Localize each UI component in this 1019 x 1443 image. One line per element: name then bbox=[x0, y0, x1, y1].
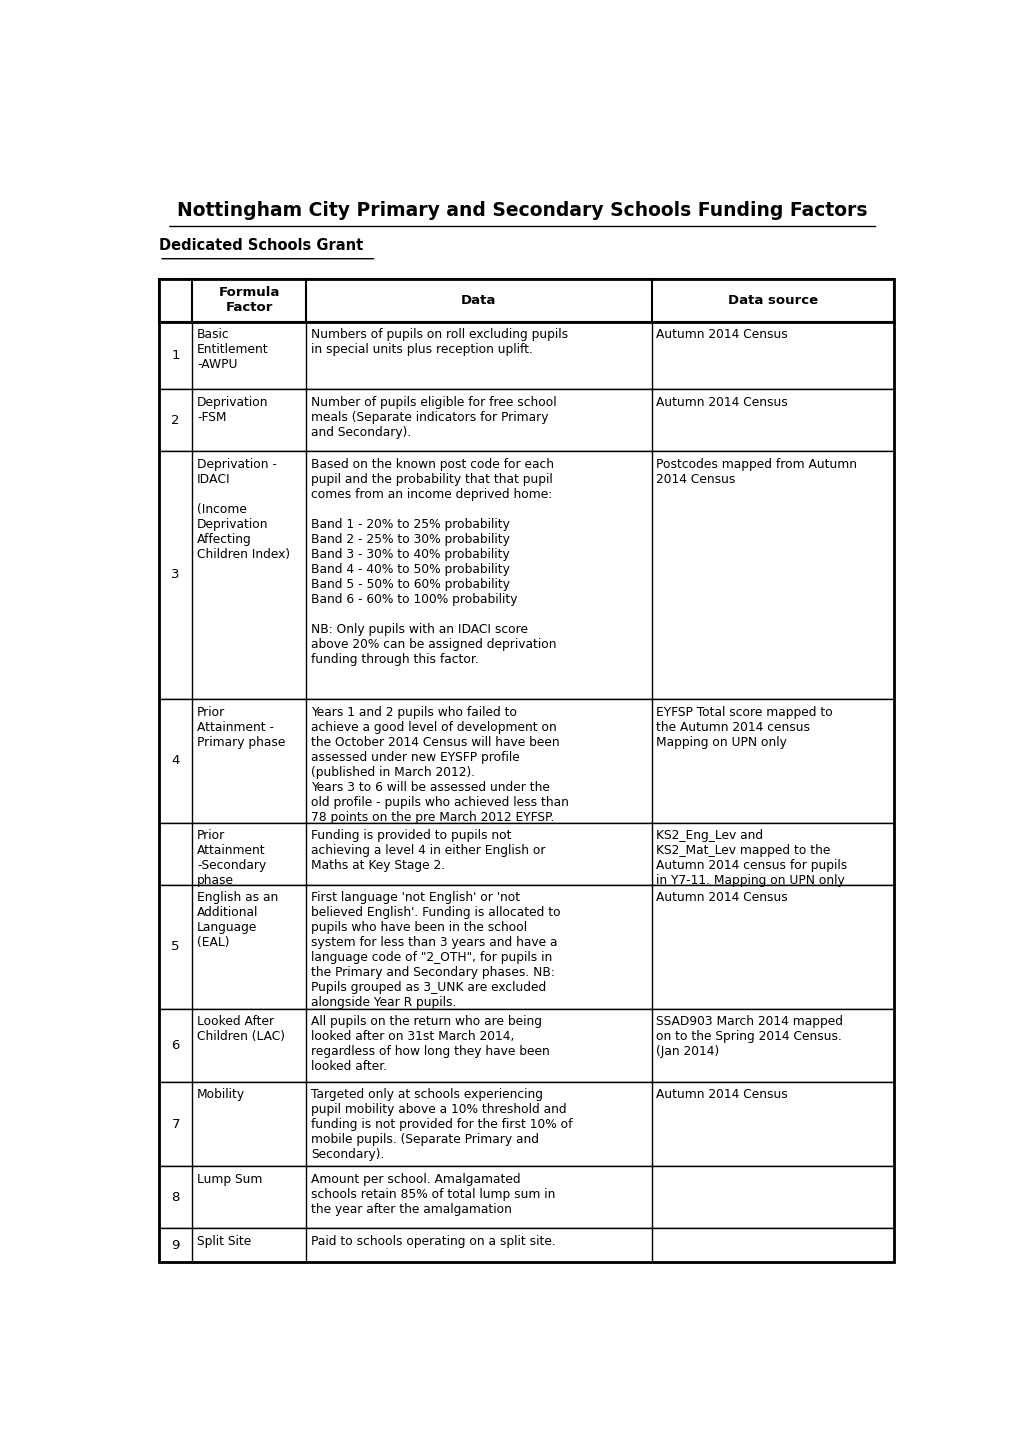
Text: All pupils on the return who are being
looked after on 31st March 2014,
regardle: All pupils on the return who are being l… bbox=[311, 1016, 549, 1074]
Text: Years 1 and 2 pupils who failed to
achieve a good level of development on
the Oc: Years 1 and 2 pupils who failed to achie… bbox=[311, 706, 569, 824]
Text: Autumn 2014 Census: Autumn 2014 Census bbox=[656, 1088, 788, 1101]
Text: Paid to schools operating on a split site.: Paid to schools operating on a split sit… bbox=[311, 1235, 555, 1248]
Text: Autumn 2014 Census: Autumn 2014 Census bbox=[656, 328, 788, 341]
Text: KS2_Eng_Lev and
KS2_Mat_Lev mapped to the
Autumn 2014 census for pupils
in Y7-11: KS2_Eng_Lev and KS2_Mat_Lev mapped to th… bbox=[656, 830, 847, 887]
Text: Lump Sum: Lump Sum bbox=[197, 1173, 262, 1186]
Text: EYFSP Total score mapped to
the Autumn 2014 census
Mapping on UPN only: EYFSP Total score mapped to the Autumn 2… bbox=[656, 706, 833, 749]
Bar bbox=[159, 322, 894, 390]
Text: Formula
Factor: Formula Factor bbox=[218, 286, 279, 315]
Bar bbox=[159, 885, 894, 1009]
Bar bbox=[159, 390, 894, 452]
Text: Deprivation -
IDАCI

(Income
Deprivation
Affecting
Children Index): Deprivation - IDАCI (Income Deprivation … bbox=[197, 457, 289, 561]
Text: 5: 5 bbox=[171, 941, 179, 954]
Text: Data: Data bbox=[461, 293, 496, 306]
Text: Autumn 2014 Census: Autumn 2014 Census bbox=[656, 892, 788, 905]
Text: 4: 4 bbox=[171, 755, 179, 768]
Bar bbox=[159, 278, 894, 1263]
Text: Deprivation
-FSM: Deprivation -FSM bbox=[197, 395, 268, 424]
Bar bbox=[159, 1009, 894, 1082]
Bar bbox=[159, 278, 894, 322]
Text: SSAD903 March 2014 mapped
on to the Spring 2014 Census.
(Jan 2014): SSAD903 March 2014 mapped on to the Spri… bbox=[656, 1016, 843, 1058]
Bar bbox=[159, 1228, 894, 1263]
Text: Dedicated Schools Grant: Dedicated Schools Grant bbox=[159, 238, 363, 253]
Text: Autumn 2014 Census: Autumn 2014 Census bbox=[656, 395, 788, 408]
Bar bbox=[159, 1166, 894, 1228]
Text: Targeted only at schools experiencing
pupil mobility above a 10% threshold and
f: Targeted only at schools experiencing pu… bbox=[311, 1088, 572, 1162]
Bar bbox=[159, 1082, 894, 1166]
Text: Amount per school. Amalgamated
schools retain 85% of total lump sum in
the year : Amount per school. Amalgamated schools r… bbox=[311, 1173, 554, 1216]
Text: 9: 9 bbox=[171, 1238, 179, 1251]
Text: First language 'not English' or 'not
believed English'. Funding is allocated to
: First language 'not English' or 'not bel… bbox=[311, 892, 560, 1009]
Text: Split Site: Split Site bbox=[197, 1235, 251, 1248]
Text: Mobility: Mobility bbox=[197, 1088, 245, 1101]
Text: Postcodes mapped from Autumn
2014 Census: Postcodes mapped from Autumn 2014 Census bbox=[656, 457, 857, 486]
Text: Prior
Attainment
-Secondary
phase: Prior Attainment -Secondary phase bbox=[197, 830, 266, 887]
Text: 2: 2 bbox=[171, 414, 179, 427]
Text: 3: 3 bbox=[171, 569, 179, 582]
Bar bbox=[159, 698, 894, 823]
Text: Prior
Attainment -
Primary phase: Prior Attainment - Primary phase bbox=[197, 706, 285, 749]
Bar bbox=[159, 452, 894, 698]
Text: Numbers of pupils on roll excluding pupils
in special units plus reception uplif: Numbers of pupils on roll excluding pupi… bbox=[311, 328, 568, 356]
Text: 1: 1 bbox=[171, 349, 179, 362]
Text: Funding is provided to pupils not
achieving a level 4 in either English or
Maths: Funding is provided to pupils not achiev… bbox=[311, 830, 545, 873]
Text: English as an
Additional
Language
(EAL): English as an Additional Language (EAL) bbox=[197, 892, 278, 949]
Text: Nottingham City Primary and Secondary Schools Funding Factors: Nottingham City Primary and Secondary Sc… bbox=[177, 201, 867, 219]
Text: 7: 7 bbox=[171, 1117, 179, 1130]
Text: Looked After
Children (LAC): Looked After Children (LAC) bbox=[197, 1016, 284, 1043]
Text: Basic
Entitlement
-AWPU: Basic Entitlement -AWPU bbox=[197, 328, 268, 371]
Bar bbox=[159, 823, 894, 885]
Text: Number of pupils eligible for free school
meals (Separate indicators for Primary: Number of pupils eligible for free schoo… bbox=[311, 395, 556, 439]
Text: 8: 8 bbox=[171, 1190, 179, 1203]
Text: Based on the known post code for each
pupil and the probability that that pupil
: Based on the known post code for each pu… bbox=[311, 457, 555, 665]
Text: Data source: Data source bbox=[728, 293, 817, 306]
Text: 6: 6 bbox=[171, 1039, 179, 1052]
